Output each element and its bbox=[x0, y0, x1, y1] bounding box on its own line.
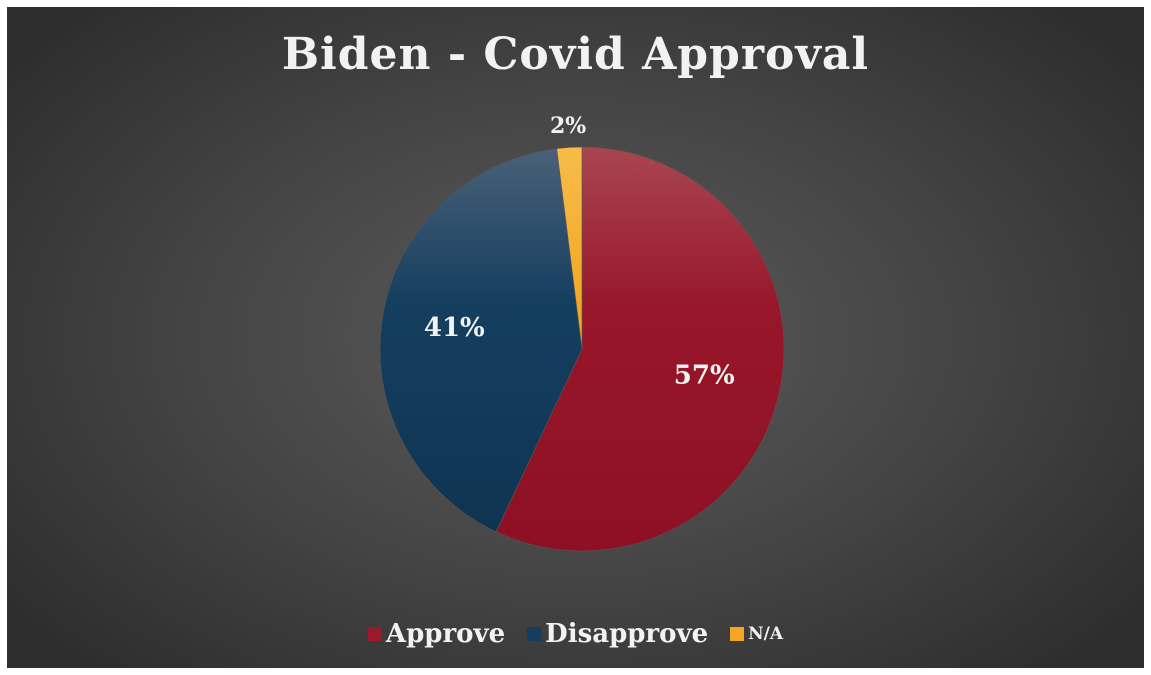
pie-slices bbox=[379, 146, 785, 552]
chart-title: Biden - Covid Approval bbox=[281, 29, 870, 80]
data-label-approve: 57% bbox=[674, 360, 735, 390]
legend-item-disapprove: Disapprove bbox=[527, 619, 708, 649]
data-label-disapprove: 41% bbox=[424, 313, 485, 343]
data-label-n-a: 2% bbox=[550, 113, 586, 139]
legend-label-n-a: N/A bbox=[748, 624, 784, 644]
pie-slice-n-a bbox=[556, 146, 583, 350]
legend-item-n-a: N/A bbox=[730, 624, 783, 644]
pie-slice-disapprove bbox=[379, 148, 583, 533]
legend-swatch-approve bbox=[367, 627, 382, 641]
legend-label-approve: Approve bbox=[385, 619, 506, 649]
legend-swatch-disapprove bbox=[527, 627, 542, 641]
legend-item-approve: Approve bbox=[367, 619, 506, 649]
pie-slice-approve bbox=[495, 146, 785, 552]
pie-chart: 57% 41% 2% bbox=[379, 113, 785, 552]
legend-swatch-n-a bbox=[730, 627, 745, 641]
chart-legend: Approve Disapprove N/A bbox=[7, 619, 1144, 649]
legend-label-disapprove: Disapprove bbox=[545, 619, 709, 649]
pie-data-labels: 57% 41% 2% bbox=[424, 113, 735, 390]
chart-area: Biden - Covid Approval 57 bbox=[7, 7, 1144, 668]
